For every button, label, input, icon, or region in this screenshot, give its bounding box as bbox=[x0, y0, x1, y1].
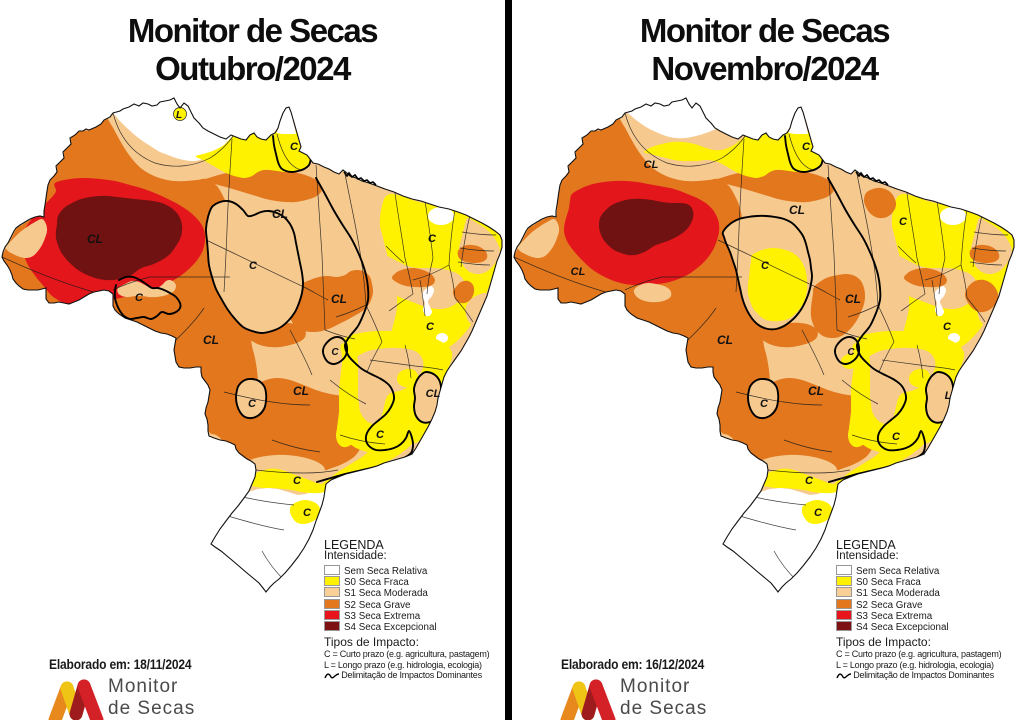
svg-text:CL: CL bbox=[293, 384, 309, 398]
svg-text:C: C bbox=[814, 507, 823, 519]
svg-text:L: L bbox=[945, 390, 952, 402]
svg-text:C: C bbox=[943, 321, 952, 333]
svg-text:C: C bbox=[428, 233, 437, 245]
svg-text:C: C bbox=[135, 292, 144, 304]
svg-text:C: C bbox=[303, 507, 312, 519]
svg-text:C: C bbox=[293, 475, 302, 487]
svg-text:CL: CL bbox=[87, 232, 103, 246]
svg-text:CL: CL bbox=[789, 203, 805, 217]
svg-text:C: C bbox=[805, 475, 814, 487]
svg-text:C: C bbox=[290, 141, 299, 153]
svg-text:C: C bbox=[331, 347, 339, 358]
svg-text:L: L bbox=[176, 110, 182, 121]
svg-text:C: C bbox=[760, 398, 769, 410]
svg-text:CL: CL bbox=[808, 384, 824, 398]
svg-text:CL: CL bbox=[717, 333, 733, 347]
svg-text:CL: CL bbox=[845, 292, 861, 306]
svg-text:C: C bbox=[249, 260, 258, 272]
svg-text:C: C bbox=[761, 260, 770, 272]
svg-text:C: C bbox=[899, 216, 908, 228]
svg-text:CL: CL bbox=[331, 292, 347, 306]
svg-text:C: C bbox=[802, 141, 811, 153]
svg-text:C: C bbox=[892, 431, 901, 443]
svg-text:CL: CL bbox=[203, 333, 219, 347]
svg-text:C: C bbox=[847, 347, 855, 358]
svg-text:C: C bbox=[376, 429, 385, 441]
svg-text:CL: CL bbox=[272, 207, 288, 221]
svg-text:C: C bbox=[426, 321, 435, 333]
svg-text:CL: CL bbox=[571, 266, 586, 278]
svg-text:C: C bbox=[248, 398, 257, 410]
svg-text:CL: CL bbox=[644, 159, 659, 171]
svg-text:CL: CL bbox=[426, 388, 441, 400]
